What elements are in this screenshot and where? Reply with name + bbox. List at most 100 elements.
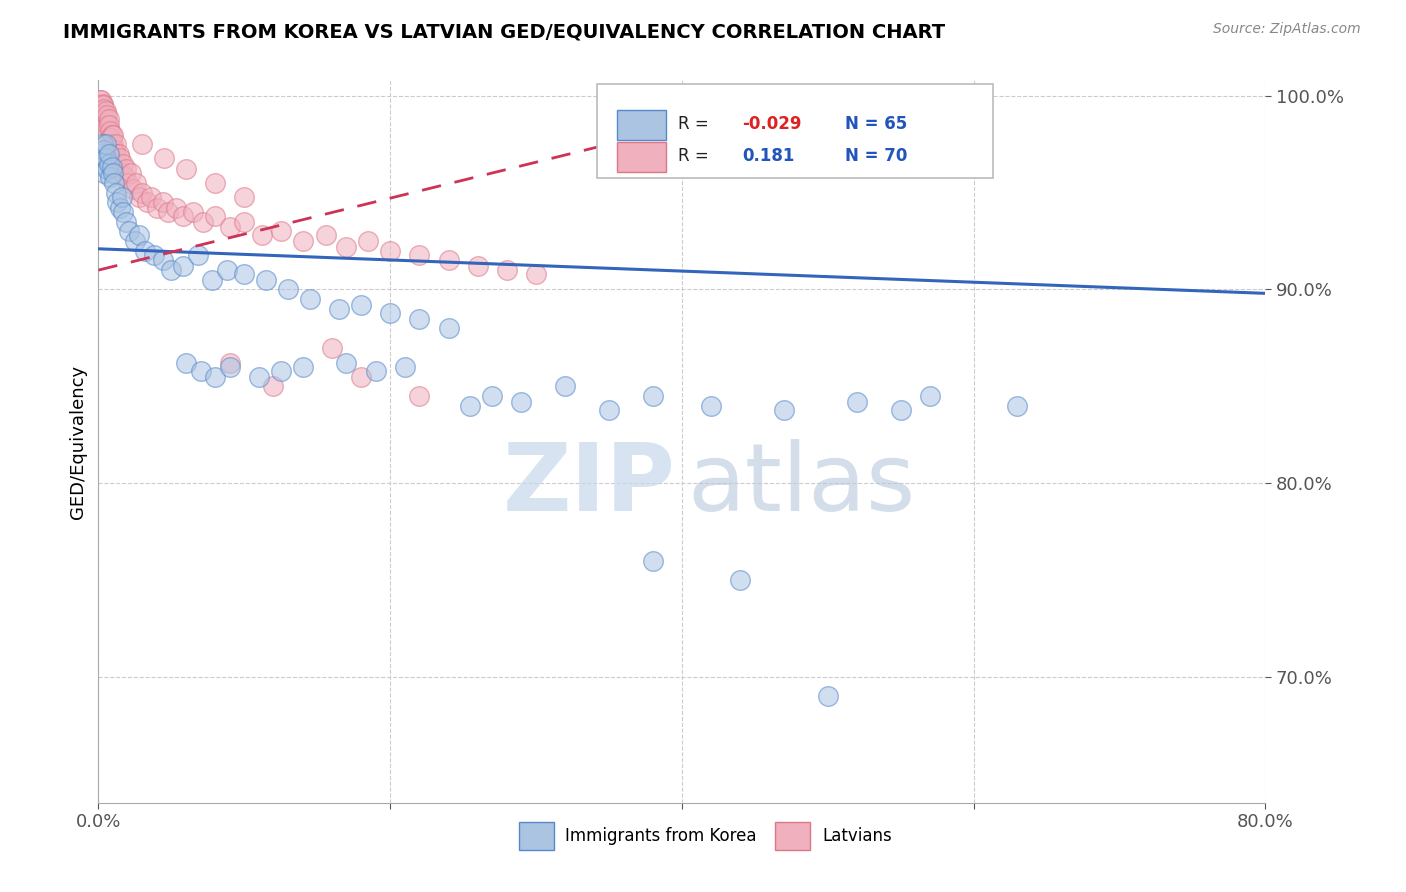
Point xyxy=(165,201,187,215)
Point xyxy=(110,201,132,215)
Point xyxy=(128,189,150,203)
Point xyxy=(204,176,226,190)
Point xyxy=(115,162,138,177)
Point xyxy=(112,156,135,170)
Point xyxy=(98,123,121,137)
Point xyxy=(554,379,576,393)
Point xyxy=(139,189,162,203)
Text: Source: ZipAtlas.com: Source: ZipAtlas.com xyxy=(1213,22,1361,37)
Point xyxy=(105,156,128,170)
Point xyxy=(350,369,373,384)
Point xyxy=(598,402,620,417)
Point xyxy=(101,137,124,152)
Point xyxy=(174,162,197,177)
Text: atlas: atlas xyxy=(688,439,915,531)
Point xyxy=(291,359,314,374)
Point xyxy=(817,690,839,704)
Point xyxy=(1007,399,1029,413)
Point xyxy=(93,103,115,117)
Point xyxy=(335,240,357,254)
Point xyxy=(94,151,117,165)
Point xyxy=(270,224,292,238)
Point xyxy=(254,273,277,287)
Point xyxy=(187,247,209,261)
Point xyxy=(94,104,117,119)
Point xyxy=(190,364,212,378)
Point xyxy=(730,573,752,587)
Point xyxy=(157,205,180,219)
Point xyxy=(90,93,112,107)
Point xyxy=(233,267,256,281)
Point xyxy=(641,554,664,568)
Point xyxy=(115,215,138,229)
Point xyxy=(291,234,314,248)
Point xyxy=(110,151,132,165)
Point xyxy=(262,379,284,393)
Point xyxy=(152,195,174,210)
Point xyxy=(394,359,416,374)
Point xyxy=(93,118,115,132)
Point xyxy=(364,364,387,378)
Point xyxy=(890,402,912,417)
Point xyxy=(277,283,299,297)
Point xyxy=(98,131,121,145)
Text: N = 65: N = 65 xyxy=(845,115,907,133)
Point xyxy=(204,369,226,384)
Text: Latvians: Latvians xyxy=(823,827,891,845)
Point xyxy=(153,151,176,165)
Point xyxy=(96,162,118,177)
Point xyxy=(101,128,124,142)
Point xyxy=(91,98,114,112)
Text: IMMIGRANTS FROM KOREA VS LATVIAN GED/EQUIVALENCY CORRELATION CHART: IMMIGRANTS FROM KOREA VS LATVIAN GED/EQU… xyxy=(63,22,945,41)
Point xyxy=(101,166,124,180)
Point xyxy=(773,402,796,417)
Point xyxy=(380,244,402,258)
Text: R =: R = xyxy=(679,115,714,133)
Point xyxy=(114,170,136,185)
Text: R =: R = xyxy=(679,147,720,165)
Point xyxy=(103,143,125,157)
Point xyxy=(135,195,157,210)
Point xyxy=(201,273,224,287)
Bar xyxy=(617,142,665,172)
Point xyxy=(124,234,146,248)
Point xyxy=(160,263,183,277)
Bar xyxy=(519,822,554,850)
Point xyxy=(380,306,402,320)
Point xyxy=(89,93,111,107)
Point xyxy=(174,356,197,370)
Point xyxy=(131,186,153,200)
Point xyxy=(122,182,145,196)
Point xyxy=(247,369,270,384)
Point xyxy=(641,389,664,403)
Point xyxy=(98,170,121,185)
Point xyxy=(105,195,128,210)
Bar xyxy=(775,822,810,850)
Point xyxy=(97,112,120,126)
Point xyxy=(128,228,150,243)
Point xyxy=(91,156,114,170)
Point xyxy=(131,137,153,152)
Point xyxy=(481,389,503,403)
Point xyxy=(172,259,194,273)
Point xyxy=(112,205,135,219)
Point xyxy=(125,176,148,190)
Point xyxy=(97,147,120,161)
Point xyxy=(315,228,337,243)
Point xyxy=(90,147,112,161)
Text: 0.181: 0.181 xyxy=(742,147,794,165)
Point xyxy=(437,253,460,268)
Point xyxy=(233,215,256,229)
Point xyxy=(117,176,139,190)
Point xyxy=(510,394,533,409)
Point xyxy=(93,143,115,157)
Text: Immigrants from Korea: Immigrants from Korea xyxy=(565,827,756,845)
FancyBboxPatch shape xyxy=(596,84,994,178)
Point xyxy=(134,244,156,258)
Point xyxy=(700,399,723,413)
Point xyxy=(93,166,115,180)
Point xyxy=(111,166,134,180)
Point xyxy=(172,209,194,223)
Point xyxy=(467,259,489,273)
Point xyxy=(496,263,519,277)
